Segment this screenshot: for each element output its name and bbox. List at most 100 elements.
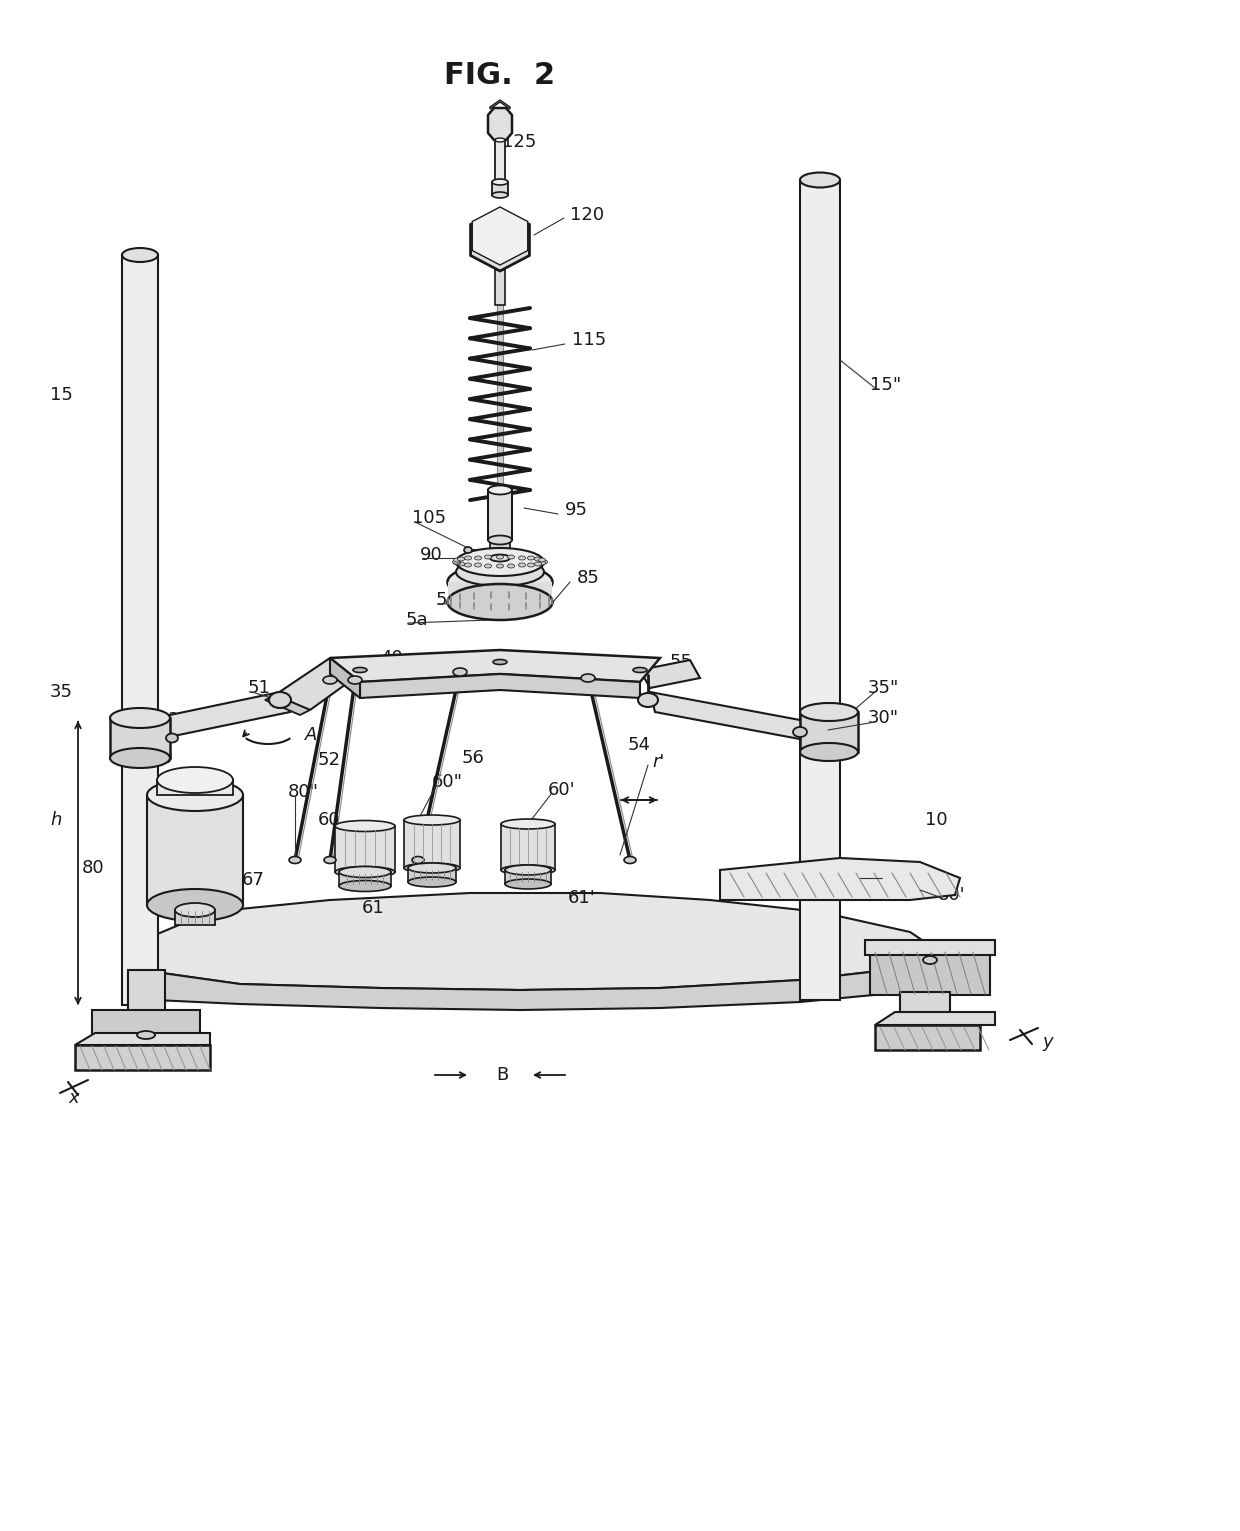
Ellipse shape — [505, 879, 551, 890]
Ellipse shape — [454, 560, 460, 565]
Ellipse shape — [453, 668, 467, 677]
Polygon shape — [404, 821, 460, 868]
Text: 67: 67 — [242, 871, 265, 890]
Ellipse shape — [335, 821, 396, 831]
Text: r': r' — [652, 753, 665, 772]
Polygon shape — [335, 827, 396, 873]
Ellipse shape — [269, 692, 291, 707]
Polygon shape — [875, 1012, 994, 1024]
Ellipse shape — [518, 556, 526, 560]
Polygon shape — [339, 873, 391, 886]
Polygon shape — [900, 992, 950, 1030]
Polygon shape — [870, 951, 990, 995]
Polygon shape — [148, 795, 243, 905]
Ellipse shape — [454, 557, 460, 562]
Polygon shape — [875, 1024, 980, 1050]
Text: x: x — [68, 1089, 78, 1107]
Polygon shape — [800, 181, 839, 1000]
Ellipse shape — [464, 547, 472, 553]
Ellipse shape — [489, 485, 512, 495]
Polygon shape — [122, 256, 157, 1004]
Ellipse shape — [794, 727, 807, 736]
Polygon shape — [470, 210, 529, 271]
Ellipse shape — [339, 880, 391, 891]
Text: 61": 61" — [418, 873, 449, 891]
Polygon shape — [92, 1038, 200, 1050]
Ellipse shape — [110, 707, 170, 729]
Text: 61: 61 — [362, 899, 384, 917]
Polygon shape — [490, 100, 510, 109]
Polygon shape — [494, 557, 507, 599]
Ellipse shape — [632, 668, 647, 672]
Ellipse shape — [348, 677, 362, 684]
Ellipse shape — [166, 733, 179, 743]
Ellipse shape — [136, 1030, 155, 1040]
Ellipse shape — [541, 560, 548, 563]
Polygon shape — [330, 658, 360, 698]
Polygon shape — [800, 712, 858, 752]
Text: 5a: 5a — [405, 611, 429, 629]
Text: 30": 30" — [868, 709, 899, 727]
Ellipse shape — [800, 173, 839, 187]
Polygon shape — [448, 582, 552, 602]
Text: 15: 15 — [50, 386, 73, 404]
Text: 70: 70 — [150, 749, 172, 767]
Ellipse shape — [507, 563, 515, 568]
Ellipse shape — [485, 563, 491, 568]
Text: 115: 115 — [572, 331, 606, 349]
Polygon shape — [497, 303, 503, 495]
Text: 40: 40 — [379, 649, 403, 668]
Ellipse shape — [518, 563, 526, 566]
Text: 56: 56 — [463, 749, 485, 767]
Ellipse shape — [122, 248, 157, 262]
Ellipse shape — [465, 563, 471, 566]
Text: 51: 51 — [248, 680, 270, 697]
Ellipse shape — [475, 563, 481, 566]
Text: A: A — [305, 726, 317, 744]
Text: 61': 61' — [568, 890, 595, 906]
Ellipse shape — [456, 557, 544, 586]
Text: 80": 80" — [288, 782, 319, 801]
Polygon shape — [489, 109, 512, 139]
Polygon shape — [74, 1033, 210, 1046]
Text: FIG.  2: FIG. 2 — [444, 61, 556, 89]
Text: 60': 60' — [548, 781, 575, 799]
Text: 35": 35" — [868, 680, 899, 697]
Polygon shape — [489, 490, 512, 540]
Ellipse shape — [148, 890, 243, 922]
Ellipse shape — [453, 560, 460, 563]
Ellipse shape — [492, 179, 508, 185]
Ellipse shape — [324, 856, 336, 863]
Ellipse shape — [492, 191, 508, 197]
Polygon shape — [866, 940, 994, 955]
Ellipse shape — [489, 536, 512, 545]
Polygon shape — [92, 1010, 200, 1038]
Text: 55: 55 — [670, 654, 693, 671]
Text: 15": 15" — [870, 377, 901, 393]
Polygon shape — [720, 857, 960, 900]
Ellipse shape — [496, 563, 503, 568]
Polygon shape — [130, 952, 940, 1010]
Ellipse shape — [534, 557, 542, 560]
Ellipse shape — [501, 819, 556, 828]
Ellipse shape — [505, 865, 551, 876]
Ellipse shape — [485, 556, 491, 559]
Ellipse shape — [800, 743, 858, 761]
Text: 125: 125 — [502, 133, 537, 152]
Text: y: y — [1042, 1033, 1053, 1050]
Ellipse shape — [412, 856, 424, 863]
Ellipse shape — [404, 814, 460, 825]
Polygon shape — [505, 870, 551, 883]
Ellipse shape — [923, 955, 937, 965]
Text: 105: 105 — [412, 508, 446, 527]
Polygon shape — [130, 893, 940, 991]
Polygon shape — [110, 718, 170, 758]
Ellipse shape — [800, 703, 858, 721]
Ellipse shape — [458, 557, 465, 560]
Ellipse shape — [496, 556, 503, 559]
Polygon shape — [501, 824, 556, 870]
Ellipse shape — [456, 548, 544, 576]
Polygon shape — [495, 269, 505, 305]
Text: 80': 80' — [937, 886, 966, 903]
Polygon shape — [492, 182, 508, 194]
